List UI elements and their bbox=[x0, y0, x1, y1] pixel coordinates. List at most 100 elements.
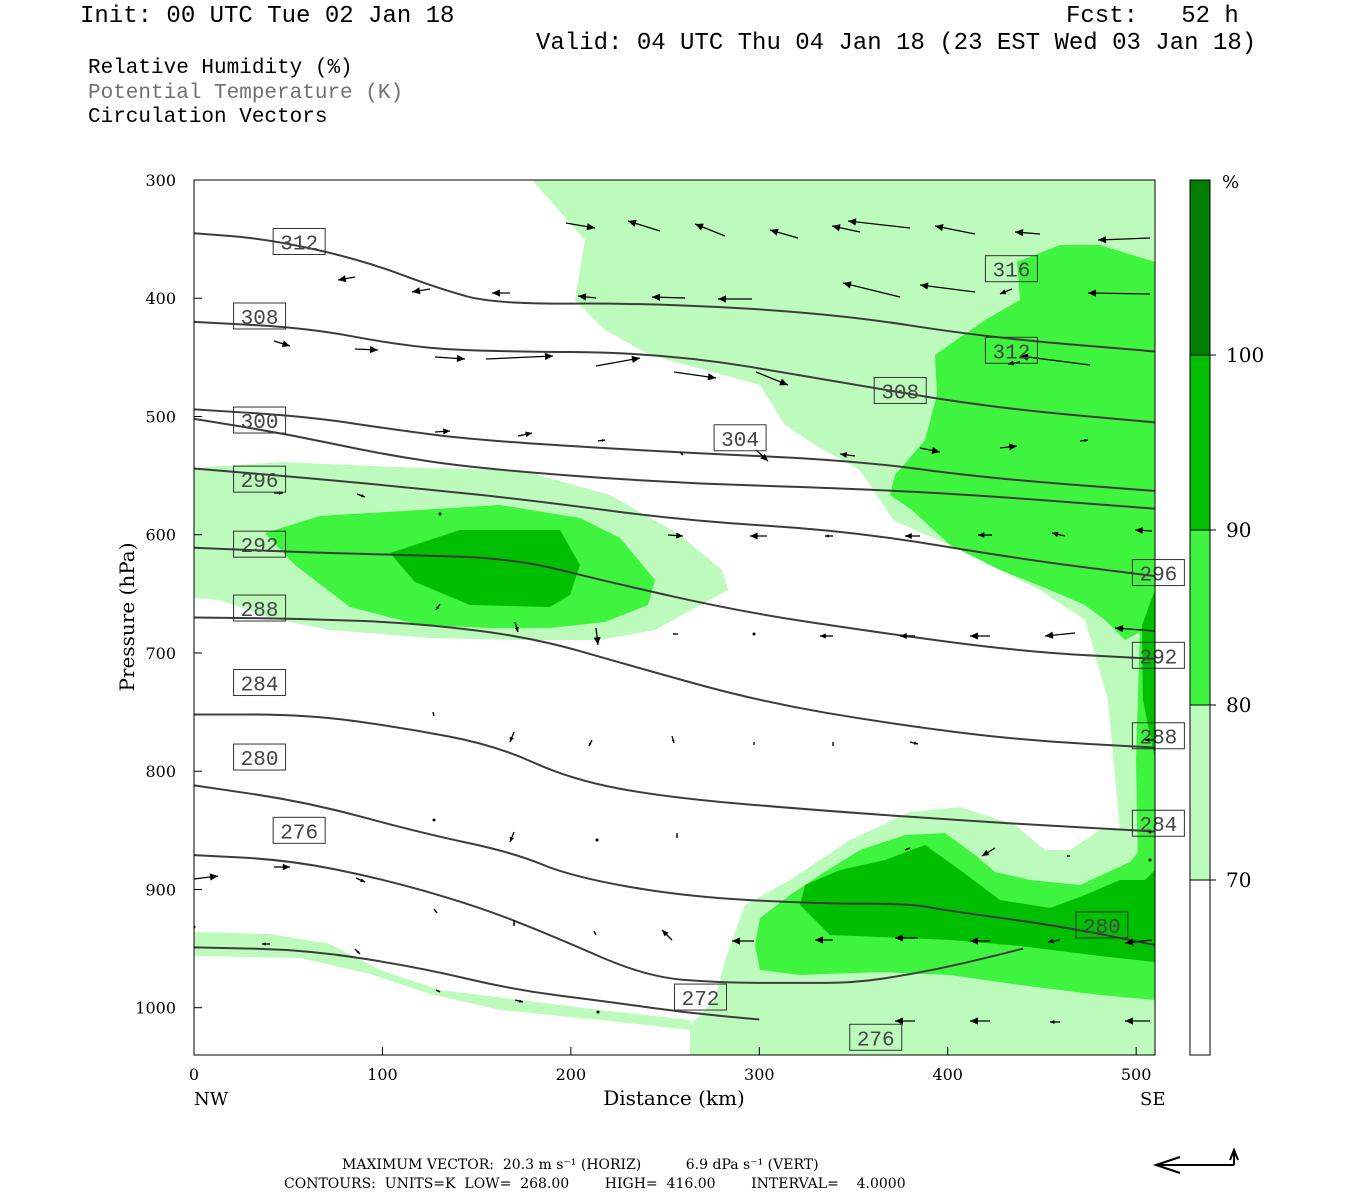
theta-label-280: 280 bbox=[1075, 911, 1129, 940]
vector-arrow bbox=[1050, 1019, 1060, 1025]
vector-arrow bbox=[970, 632, 990, 640]
vector-arrow bbox=[970, 937, 990, 945]
x-tick-label: 0 bbox=[189, 1065, 199, 1084]
vector-arrow bbox=[981, 847, 996, 857]
y-tick-label: 400 bbox=[145, 289, 176, 308]
theta-contour-312 bbox=[194, 232, 1155, 353]
colorbar-level-label: 90 bbox=[1226, 518, 1251, 542]
vector-arrow bbox=[514, 621, 519, 633]
theta-label-text: 312 bbox=[993, 342, 1031, 365]
x-tick-label: 100 bbox=[367, 1065, 398, 1084]
theta-contour-272 bbox=[194, 946, 760, 1021]
vector-arrow bbox=[1148, 830, 1152, 834]
y-tick-label: 1000 bbox=[135, 999, 176, 1018]
vector-arrow bbox=[432, 818, 436, 822]
theta-label-296: 296 bbox=[1131, 559, 1185, 588]
vector-arrow bbox=[752, 632, 756, 636]
theta-contour-296 bbox=[194, 467, 1155, 578]
vector-arrow bbox=[999, 443, 1018, 451]
theta-contour-304 bbox=[194, 408, 1155, 492]
x-tick-label: 300 bbox=[744, 1065, 775, 1084]
theta-label-text: 284 bbox=[1139, 815, 1177, 838]
vector-arrow bbox=[832, 742, 834, 746]
vector-arrow bbox=[262, 942, 270, 946]
vector-arrow bbox=[831, 224, 861, 233]
vector-arrow bbox=[750, 532, 767, 540]
theta-label-312: 312 bbox=[984, 336, 1038, 365]
theta-label-text: 308 bbox=[241, 308, 279, 331]
theta-label-284: 284 bbox=[233, 669, 287, 698]
colorbar-level-label: 70 bbox=[1226, 868, 1251, 892]
vector-arrow bbox=[825, 534, 833, 538]
vector-arrow bbox=[1051, 531, 1066, 537]
vector-arrow bbox=[769, 228, 799, 239]
colorbar-level-label: 100 bbox=[1226, 343, 1264, 367]
vector-arrow bbox=[755, 449, 769, 462]
theta-contours bbox=[194, 232, 1155, 1021]
vector-arrow bbox=[820, 633, 833, 639]
vector-arrow bbox=[1097, 236, 1151, 244]
axes: 0 100 200 300 400 500 300 400 500 600 700 800 900 100… bbox=[135, 171, 1151, 1084]
theta-label-text: 296 bbox=[1139, 565, 1177, 588]
colorbar-segment bbox=[1189, 704, 1211, 881]
vector-arrow bbox=[354, 948, 361, 955]
vector-arrow bbox=[673, 371, 717, 381]
vector-arrow bbox=[274, 863, 290, 871]
theta-label-280: 280 bbox=[233, 743, 287, 772]
vector-arrow bbox=[671, 735, 675, 744]
vector-arrow bbox=[273, 340, 291, 347]
vector-arrow bbox=[1124, 938, 1153, 946]
right-end-label: SE bbox=[1140, 1089, 1165, 1110]
rh-90-lower-right bbox=[800, 845, 1155, 962]
theta-label-text: 296 bbox=[241, 471, 279, 494]
vector-arrow bbox=[354, 346, 379, 354]
vector-arrow bbox=[1114, 625, 1155, 633]
theta-contour-308 bbox=[194, 320, 1155, 424]
vector-arrow bbox=[1067, 855, 1070, 857]
vector-arrow bbox=[675, 833, 679, 838]
vector-arrow bbox=[667, 532, 684, 539]
vector-arrow bbox=[577, 293, 597, 301]
vector-arrow bbox=[1019, 353, 1091, 366]
rh-90-right-edge bbox=[1142, 590, 1155, 760]
rh-shading bbox=[194, 180, 1155, 1055]
vector-arrow bbox=[194, 873, 219, 881]
vector-arrow bbox=[596, 1010, 600, 1014]
colorbar-unit: % bbox=[1222, 172, 1239, 193]
rh-80-upper-right bbox=[890, 245, 1155, 640]
vector-arrow bbox=[355, 877, 366, 883]
vector-arrow bbox=[627, 219, 661, 232]
legend-rh: Relative Humidity (%) bbox=[88, 57, 353, 80]
y-tick-label: 900 bbox=[145, 880, 176, 899]
colorbar-segment bbox=[1189, 179, 1211, 356]
vector-arrow bbox=[1148, 858, 1152, 862]
vector-arrow bbox=[512, 920, 516, 926]
vector-arrow bbox=[1047, 938, 1061, 944]
y-tick-label: 700 bbox=[145, 644, 176, 663]
vector-arrow bbox=[593, 627, 601, 646]
vector-arrow bbox=[593, 930, 597, 936]
theta-label-288: 288 bbox=[1131, 722, 1185, 751]
vector-arrow bbox=[661, 929, 673, 941]
vector-arrow bbox=[597, 439, 606, 442]
legend-vectors: Circulation Vectors bbox=[88, 106, 328, 129]
vector-arrow bbox=[694, 223, 726, 237]
vector-arrow bbox=[978, 532, 992, 538]
theta-label-276: 276 bbox=[272, 816, 326, 845]
theta-label-text: 316 bbox=[993, 261, 1031, 284]
vector-arrow bbox=[509, 731, 515, 743]
x-tick-label: 500 bbox=[1121, 1065, 1152, 1084]
theta-contour-276 bbox=[194, 854, 1024, 984]
vector-arrow bbox=[900, 632, 915, 640]
y-tick-label: 600 bbox=[145, 526, 176, 545]
theta-label-text: 272 bbox=[682, 989, 720, 1012]
colorbar-level-label: 80 bbox=[1226, 693, 1251, 717]
theta-label-text: 292 bbox=[1139, 647, 1177, 670]
vector-arrow bbox=[895, 934, 918, 942]
y-tick-label: 800 bbox=[145, 762, 176, 781]
vector-arrow bbox=[438, 512, 442, 516]
theta-label-292: 292 bbox=[233, 530, 287, 559]
vector-arrow bbox=[514, 999, 524, 1003]
theta-label-292: 292 bbox=[1131, 641, 1185, 670]
